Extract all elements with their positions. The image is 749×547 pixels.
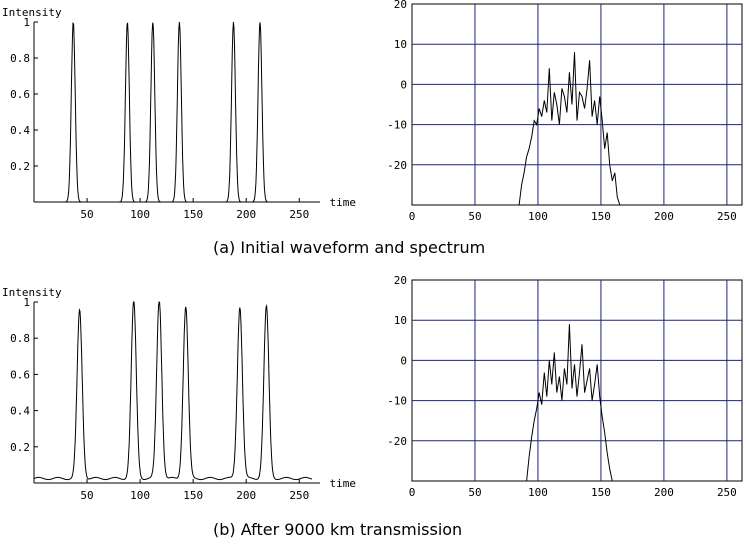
y-tick-label: 10 [394,38,407,51]
y-tick-label: 0.4 [10,124,30,137]
spectrum-line [518,52,621,206]
caption-a: (a) Initial waveform and spectrum [213,238,486,257]
x-tick-label: 50 [80,489,93,502]
waveform-line [33,301,313,481]
x-axis-label: time [330,477,357,490]
x-tick-label: 200 [654,486,674,499]
x-tick-label: 100 [528,210,548,223]
x-tick-label: 200 [236,208,256,221]
x-tick-label: 250 [289,489,309,502]
x-tick-label: 200 [654,210,674,223]
y-tick-label: -20 [387,159,407,172]
y-tick-label: 0.8 [10,52,30,65]
x-tick-label: 50 [468,210,481,223]
plot-frame [411,279,743,482]
y-tick-label: 0 [400,78,407,91]
y-tick-label: -10 [387,119,407,132]
y-tick-label: 20 [394,0,407,11]
spectrum-line [526,324,613,482]
x-tick-label: 100 [130,489,150,502]
x-axis-label: time [330,196,357,209]
y-tick-label: -20 [387,435,407,448]
x-tick-label: 250 [289,208,309,221]
x-tick-label: 150 [591,210,611,223]
x-tick-label: 100 [528,486,548,499]
x-tick-label: 50 [468,486,481,499]
x-tick-label: 0 [409,210,416,223]
panel-a-spectrum: 0 50 100 150 200 250 -20 -10 0 10 20 [387,0,743,223]
y-tick-label: 1 [23,296,30,309]
y-tick-label: 0.4 [10,405,30,418]
x-tick-label: 150 [591,486,611,499]
y-tick-label: 0 [400,354,407,367]
x-tick-label: 50 [80,208,93,221]
x-tick-label: 250 [717,210,737,223]
waveform-line [34,21,312,203]
x-tick-label: 250 [717,486,737,499]
y-tick-label: 0.8 [10,332,30,345]
y-tick-label: 10 [394,314,407,327]
plot-frame [411,3,743,206]
y-tick-label: 0.2 [10,160,30,173]
panel-b-spectrum: 0 50 100 150 200 250 -20 -10 0 10 20 [387,274,743,499]
x-tick-label: 0 [409,486,416,499]
caption-b: (b) After 9000 km transmission [213,520,463,539]
y-axis-label: Intensity [2,286,62,299]
y-tick-label: 0.6 [10,368,30,381]
x-tick-label: 200 [236,489,256,502]
y-tick-label: 0.6 [10,88,30,101]
x-tick-label: 150 [183,208,203,221]
y-tick-label: -10 [387,395,407,408]
y-tick-label: 0.2 [10,441,30,454]
y-axis-label: Intensity [2,6,62,19]
x-tick-label: 100 [130,208,150,221]
y-tick-label: 20 [394,274,407,287]
x-tick-label: 150 [183,489,203,502]
y-tick-label: 1 [23,16,30,29]
